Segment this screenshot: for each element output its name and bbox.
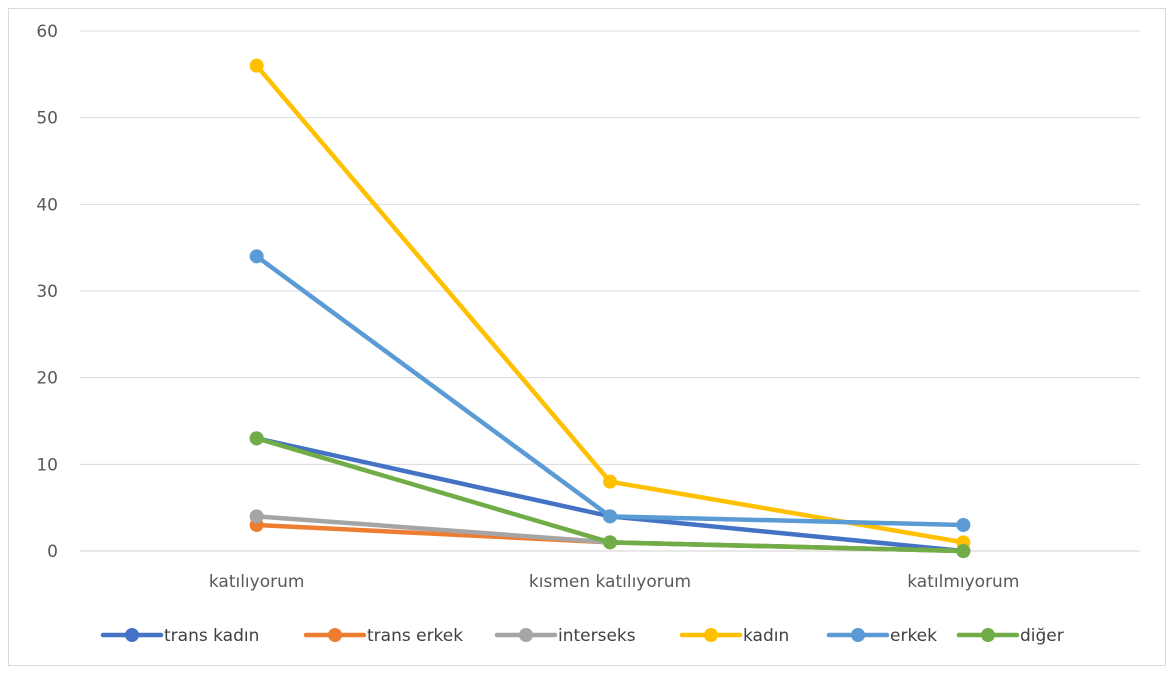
legend-item: trans erkek (303, 626, 463, 646)
legend-item: diğer (956, 626, 1064, 646)
data-point (956, 544, 971, 558)
y-tick-label: 40 (36, 195, 58, 215)
legend: trans kadın trans erkek interseks kadın erke… (100, 626, 1064, 646)
data-point (603, 474, 617, 489)
legend-swatch-marker (851, 628, 865, 642)
legend-swatch-marker (125, 628, 139, 642)
data-point (249, 58, 264, 73)
legend-swatch-marker (328, 628, 342, 642)
legend-label: trans erkek (367, 626, 463, 646)
data-point (603, 535, 617, 550)
x-tick-label: katılmıyorum (907, 572, 1019, 592)
x-axis-ticks: katılıyorum kısmen katılıyorum katılmıyoru… (209, 572, 1020, 592)
data-point (249, 509, 264, 524)
series-line (254, 436, 966, 554)
legend-label: kadın (743, 626, 789, 646)
legend-swatch-marker (704, 628, 718, 642)
y-tick-label: 0 (47, 542, 58, 562)
y-tick-label: 20 (36, 369, 58, 389)
data-point (249, 249, 264, 264)
y-tick-label: 10 (36, 455, 58, 475)
gridlines (80, 30, 1140, 552)
legend-label: trans kadın (164, 626, 259, 646)
series-4 (249, 249, 971, 532)
y-tick-label: 50 (36, 109, 58, 129)
data-point (603, 509, 617, 524)
series-3 (249, 58, 971, 550)
legend-swatch-marker (519, 628, 533, 642)
series-group (249, 58, 971, 558)
x-tick-label: kısmen katılıyorum (529, 572, 691, 592)
legend-swatch-marker (981, 628, 995, 642)
series-line (254, 436, 966, 554)
legend-label: erkek (890, 626, 937, 646)
legend-item: erkek (826, 626, 937, 646)
legend-label: diğer (1020, 626, 1064, 646)
y-axis-ticks: 0 10 20 30 40 50 60 (36, 22, 58, 562)
legend-label: interseks (558, 626, 636, 646)
series-5 (249, 431, 971, 558)
legend-item: interseks (494, 626, 636, 646)
legend-item: kadın (679, 626, 789, 646)
y-tick-label: 60 (36, 22, 58, 42)
y-tick-label: 30 (36, 282, 58, 302)
legend-item: trans kadın (100, 626, 259, 646)
x-tick-label: katılıyorum (209, 572, 305, 592)
data-point (249, 431, 264, 446)
data-point (956, 518, 971, 532)
